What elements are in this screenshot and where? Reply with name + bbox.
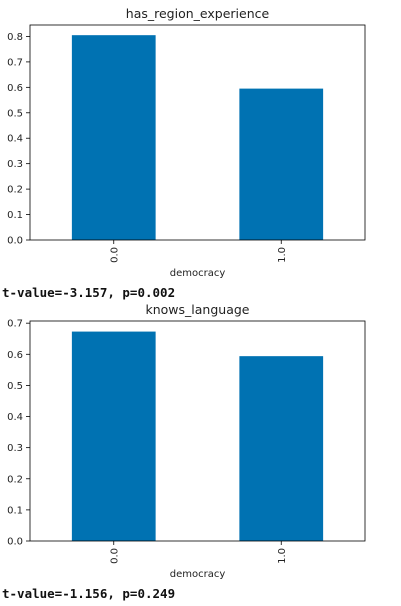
x-axis-label: democracy bbox=[170, 268, 226, 278]
y-tick-label: 0.5 bbox=[7, 108, 23, 119]
x-axis-label: democracy bbox=[170, 569, 226, 580]
y-tick-label: 0.7 bbox=[7, 57, 23, 68]
chart-block-knows-language: knows_language 0.0 0.1 0.2 0.3 0.4 0.5 0.6 0.7 0.… bbox=[0, 302, 401, 582]
bar-0-0 bbox=[71, 35, 156, 240]
bar-chart-has-region-experience: has_region_experience 0.0 0.1 0.2 0.3 0.4 0.5 0… bbox=[7, 6, 366, 278]
bar-chart-knows-language: knows_language 0.0 0.1 0.2 0.3 0.4 0.5 0.6 0.7 0.… bbox=[7, 302, 366, 580]
y-tick-label: 0.0 bbox=[7, 236, 23, 247]
y-tick-label: 0.3 bbox=[7, 443, 23, 454]
y-tick-label: 0.6 bbox=[7, 350, 23, 361]
y-tick-label: 0.8 bbox=[7, 32, 23, 43]
y-tick-label: 0.7 bbox=[7, 319, 23, 330]
y-tick-label: 0.1 bbox=[7, 505, 23, 516]
y-tick-label: 0.4 bbox=[7, 134, 23, 145]
plot-frame bbox=[29, 24, 366, 241]
bar-1-0 bbox=[239, 88, 324, 240]
chart-block-has-region-experience: has_region_experience 0.0 0.1 0.2 0.3 0.4 0.5 0… bbox=[0, 0, 401, 278]
y-tick-label: 0.5 bbox=[7, 381, 23, 392]
chart-title: has_region_experience bbox=[126, 6, 270, 21]
y-tick-label: 0.2 bbox=[7, 474, 23, 485]
plot-frame bbox=[29, 320, 366, 542]
y-tick-label: 0.3 bbox=[7, 159, 23, 170]
y-tick-label: 0.2 bbox=[7, 185, 23, 196]
bar-0-0 bbox=[71, 331, 156, 541]
y-tick-label: 0.1 bbox=[7, 210, 23, 221]
chart-title: knows_language bbox=[146, 302, 250, 317]
t-test-result-knows-language: t-value=-1.156, p=0.249 bbox=[2, 586, 176, 601]
x-tick-label: 0.0 bbox=[109, 548, 120, 564]
y-tick-label: 0.6 bbox=[7, 83, 23, 94]
y-tick-label: 0.0 bbox=[7, 537, 23, 548]
y-tick-label: 0.4 bbox=[7, 412, 23, 423]
x-tick-label: 1.0 bbox=[277, 247, 288, 263]
t-test-result-has-region-experience: t-value=-3.157, p=0.002 bbox=[2, 285, 176, 300]
bar-1-0 bbox=[239, 356, 324, 541]
x-tick-label: 0.0 bbox=[109, 247, 120, 263]
x-tick-label: 1.0 bbox=[277, 548, 288, 564]
